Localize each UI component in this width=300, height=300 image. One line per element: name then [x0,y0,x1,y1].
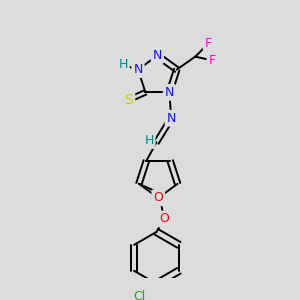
Text: O: O [153,191,163,204]
Text: O: O [159,212,169,226]
Text: H: H [118,58,128,71]
Text: N: N [153,49,162,62]
Text: S: S [124,93,133,107]
Text: N: N [165,86,174,99]
Text: F: F [205,37,212,50]
Text: N: N [134,63,143,76]
Text: F: F [208,54,215,67]
Text: Cl: Cl [134,290,146,300]
Text: H: H [144,134,154,147]
Text: N: N [167,112,176,125]
